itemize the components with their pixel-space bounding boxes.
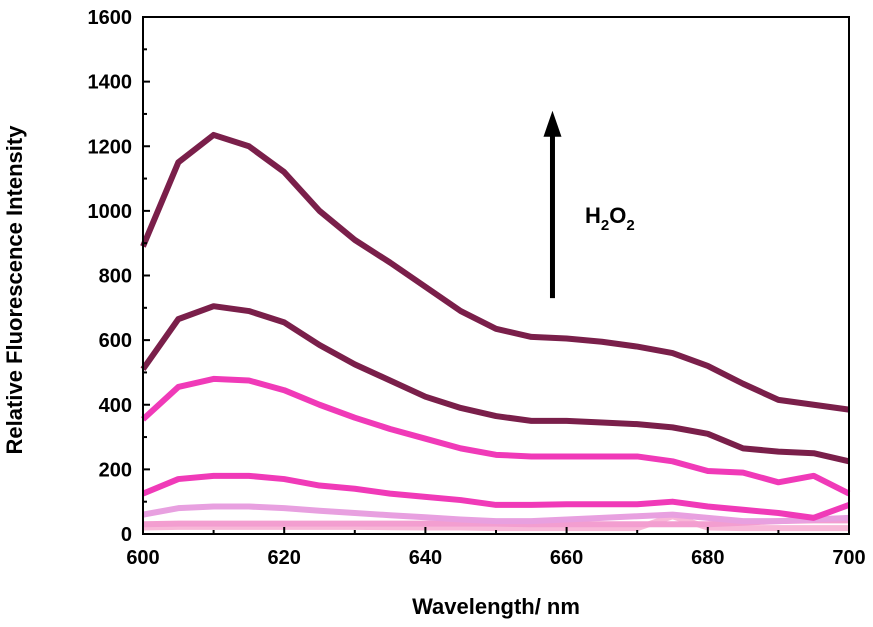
y-tick-label: 1000 bbox=[88, 201, 133, 223]
series-line-7 bbox=[140, 131, 850, 413]
x-tick-label: 700 bbox=[832, 547, 865, 569]
annotation-h: H bbox=[585, 203, 601, 228]
annotation-sub2: 2 bbox=[626, 217, 634, 234]
x-tick-label: 620 bbox=[268, 547, 301, 569]
x-tick-label: 660 bbox=[550, 547, 583, 569]
y-tick-label: 600 bbox=[99, 330, 132, 352]
ticks-layer: 600 620 640 660 680 700 0 200 400 600 800 1000 1200 1… bbox=[88, 7, 866, 569]
series-line-3 bbox=[142, 503, 850, 525]
y-axis-label: Relative Fluorescence Intensity bbox=[2, 125, 27, 455]
y-tick-label: 800 bbox=[99, 266, 132, 288]
annotation-label: H2O2 bbox=[585, 203, 635, 234]
x-tick-label: 640 bbox=[409, 547, 442, 569]
y-tick-label: 400 bbox=[99, 395, 132, 417]
annotation: H2O2 bbox=[543, 110, 635, 299]
series-line-4 bbox=[141, 472, 851, 521]
y-tick-label: 200 bbox=[99, 459, 132, 481]
arrow-head bbox=[543, 110, 562, 137]
annotation-o: O bbox=[609, 203, 626, 228]
x-tick-label: 680 bbox=[691, 547, 724, 569]
x-tick-label: 600 bbox=[126, 547, 159, 569]
x-axis-label: Wavelength/ nm bbox=[412, 594, 580, 619]
annotation-sub1: 2 bbox=[601, 217, 609, 234]
y-tick-label: 1400 bbox=[88, 72, 133, 94]
y-tick-label: 1200 bbox=[88, 136, 133, 158]
y-tick-label: 0 bbox=[121, 524, 132, 546]
y-tick-label: 1600 bbox=[88, 7, 133, 29]
series-line-5 bbox=[140, 375, 851, 497]
series-layer bbox=[140, 131, 851, 532]
series-line-6 bbox=[140, 303, 850, 465]
series-line-1 bbox=[142, 513, 849, 532]
